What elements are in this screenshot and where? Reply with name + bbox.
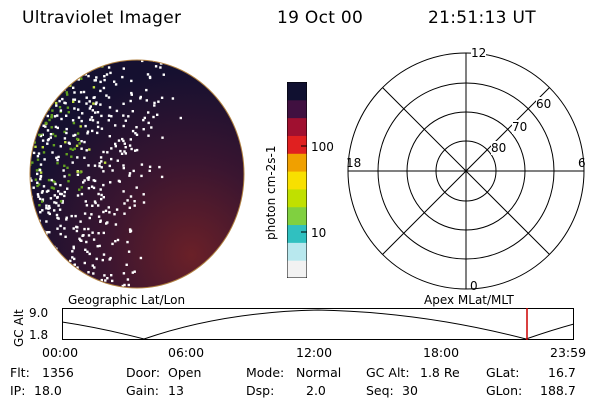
timeline-xtick-1200: 12:00 — [296, 345, 333, 360]
stat-glon-value: 188.7 — [540, 383, 576, 398]
altitude-timeline — [62, 308, 574, 340]
mlt-label-0: 0 — [470, 279, 478, 293]
mlt-label-12: 12 — [471, 46, 487, 60]
stat-flt-value: 1356 — [42, 365, 74, 380]
geographic-title: Geographic Lat/Lon — [68, 293, 186, 307]
stat-glat-value: 16.7 — [548, 365, 576, 380]
stat-mode-value: Normal — [296, 365, 342, 380]
stat-glat-label: GLat: — [486, 365, 520, 380]
timeline-xtick-2359: 23:59 — [550, 345, 587, 360]
colorbar-band — [287, 224, 307, 243]
colorbar-band — [287, 188, 307, 208]
mlt-label-18: 18 — [346, 156, 362, 170]
earth-disk-image — [29, 59, 245, 289]
colorbar-band — [287, 135, 307, 154]
time-label: 21:51:13 UT — [428, 8, 536, 28]
stat-seq-value: 30 — [402, 383, 418, 398]
timeline-xtick-0000: 00:00 — [42, 345, 79, 360]
colorbar-band — [287, 117, 307, 136]
colorbar-tick-label-100: 100 — [311, 140, 334, 154]
timeline-ytick-high: 9.0 — [29, 306, 49, 320]
colorbar — [287, 82, 307, 278]
stat-gain-label: Gain: — [126, 383, 159, 398]
colorbar-band — [287, 242, 307, 261]
colorbar-tick-label-10: 10 — [311, 226, 327, 240]
timeline-ytick-low: 1.8 — [29, 328, 49, 342]
stat-seq-label: Seq: — [366, 383, 394, 398]
colorbar-band — [287, 99, 307, 119]
colorbar-band — [287, 260, 307, 278]
lat-label-60: 60 — [536, 97, 552, 111]
lat-label-70: 70 — [512, 120, 528, 134]
lat-label-80: 80 — [491, 141, 507, 155]
stat-door-label: Door: — [126, 365, 161, 380]
polar-grid — [347, 52, 585, 290]
colorbar-band — [287, 82, 307, 101]
timeline-xtick-0600: 06:00 — [168, 345, 205, 360]
stat-gcalt-label: GC Alt: — [366, 365, 410, 380]
timeline-ylabel: GC Alt — [12, 309, 26, 347]
stat-gain-value: 13 — [168, 383, 184, 398]
polar-diagonal-2 — [382, 87, 550, 255]
stat-dsp-value: 2.0 — [306, 383, 326, 398]
colorbar-band — [287, 153, 307, 172]
colorbar-band — [287, 206, 307, 226]
mlt-label-6: 6 — [578, 156, 586, 170]
colorbar-unit-label: photon cm-2s-1 — [264, 145, 278, 241]
limb-outline — [29, 59, 245, 289]
stat-ip-value: 18.0 — [34, 383, 62, 398]
instrument-title: Ultraviolet Imager — [22, 8, 182, 28]
date-label: 19 Oct 00 — [277, 8, 364, 28]
stat-dsp-label: Dsp: — [246, 383, 275, 398]
stat-ip-label: IP: — [10, 383, 26, 398]
stat-mode-label: Mode: — [246, 365, 285, 380]
stat-door-value: Open — [168, 365, 202, 380]
stat-glon-label: GLon: — [486, 383, 523, 398]
colorbar-band — [287, 171, 307, 190]
stat-flt-label: Flt: — [10, 365, 30, 380]
apex-title: Apex MLat/MLT — [424, 293, 514, 307]
timeline-xtick-1800: 18:00 — [423, 345, 460, 360]
stat-gcalt-value: 1.8 Re — [420, 365, 460, 380]
altitude-curve — [62, 309, 574, 340]
